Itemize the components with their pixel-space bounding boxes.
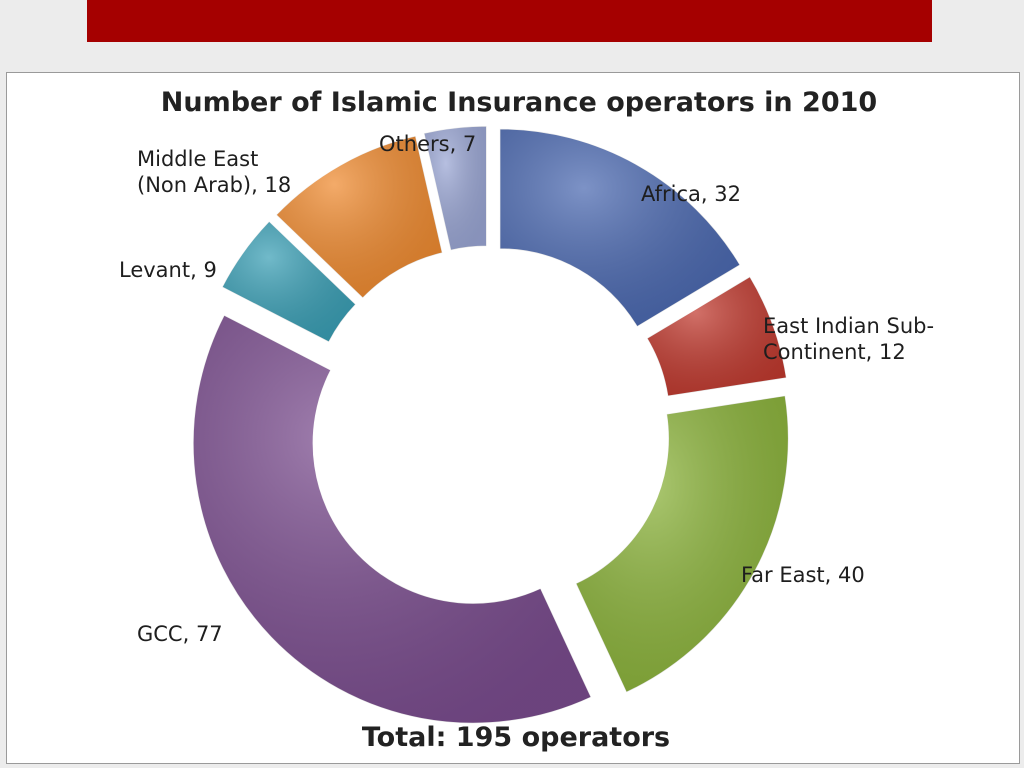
slice-data-label-line: (Non Arab), 18 xyxy=(137,173,291,197)
slice-group xyxy=(646,275,787,397)
slice-shading xyxy=(499,128,741,327)
slide-header-bar xyxy=(87,0,932,42)
slice-shading xyxy=(193,315,592,724)
slice-data-label: Levant, 9 xyxy=(119,258,217,282)
slice-data-label-line: Levant, 9 xyxy=(119,258,217,282)
slice-shading xyxy=(575,395,789,693)
slice-data-label: Others, 7 xyxy=(379,132,476,156)
slice-group xyxy=(499,128,741,328)
slice-data-label: Middle East (Non Arab), 18 xyxy=(137,147,291,197)
slice-data-label: East Indian Sub-Continent, 12 xyxy=(763,314,934,364)
slice-data-label-line: GCC, 77 xyxy=(137,622,223,646)
slice-data-label-line: East Indian Sub- xyxy=(763,314,934,338)
slice-data-label-line: Africa, 32 xyxy=(641,182,741,206)
slice-data-label: Far East, 40 xyxy=(741,563,865,587)
labels-layer: Africa, 32 East Indian Sub-Continent, 12 F… xyxy=(119,132,934,646)
slices-layer xyxy=(192,125,789,724)
slice-data-label-line: Others, 7 xyxy=(379,132,476,156)
slice-shading xyxy=(423,126,487,251)
slice-shading xyxy=(646,276,787,397)
slice-group xyxy=(423,125,488,251)
slice-data-label: Africa, 32 xyxy=(641,182,741,206)
slice-group xyxy=(192,314,592,724)
slice-data-label-line: Middle East xyxy=(137,147,258,171)
total-label: Total: 195 operators xyxy=(362,722,670,753)
slice-group xyxy=(575,395,789,693)
slice-group xyxy=(221,220,357,343)
slice-data-label-line: Continent, 12 xyxy=(763,340,906,364)
chart-frame: Number of Islamic Insurance operators in… xyxy=(6,72,1020,764)
slice-data-label-line: Far East, 40 xyxy=(741,563,865,587)
doughnut-chart: Number of Islamic Insurance operators in… xyxy=(119,87,934,753)
slice-shading xyxy=(276,135,443,299)
chart-title: Number of Islamic Insurance operators in… xyxy=(161,87,877,118)
slice-group xyxy=(275,135,443,299)
slice-data-label: GCC, 77 xyxy=(137,622,223,646)
slice-shading xyxy=(222,221,356,342)
